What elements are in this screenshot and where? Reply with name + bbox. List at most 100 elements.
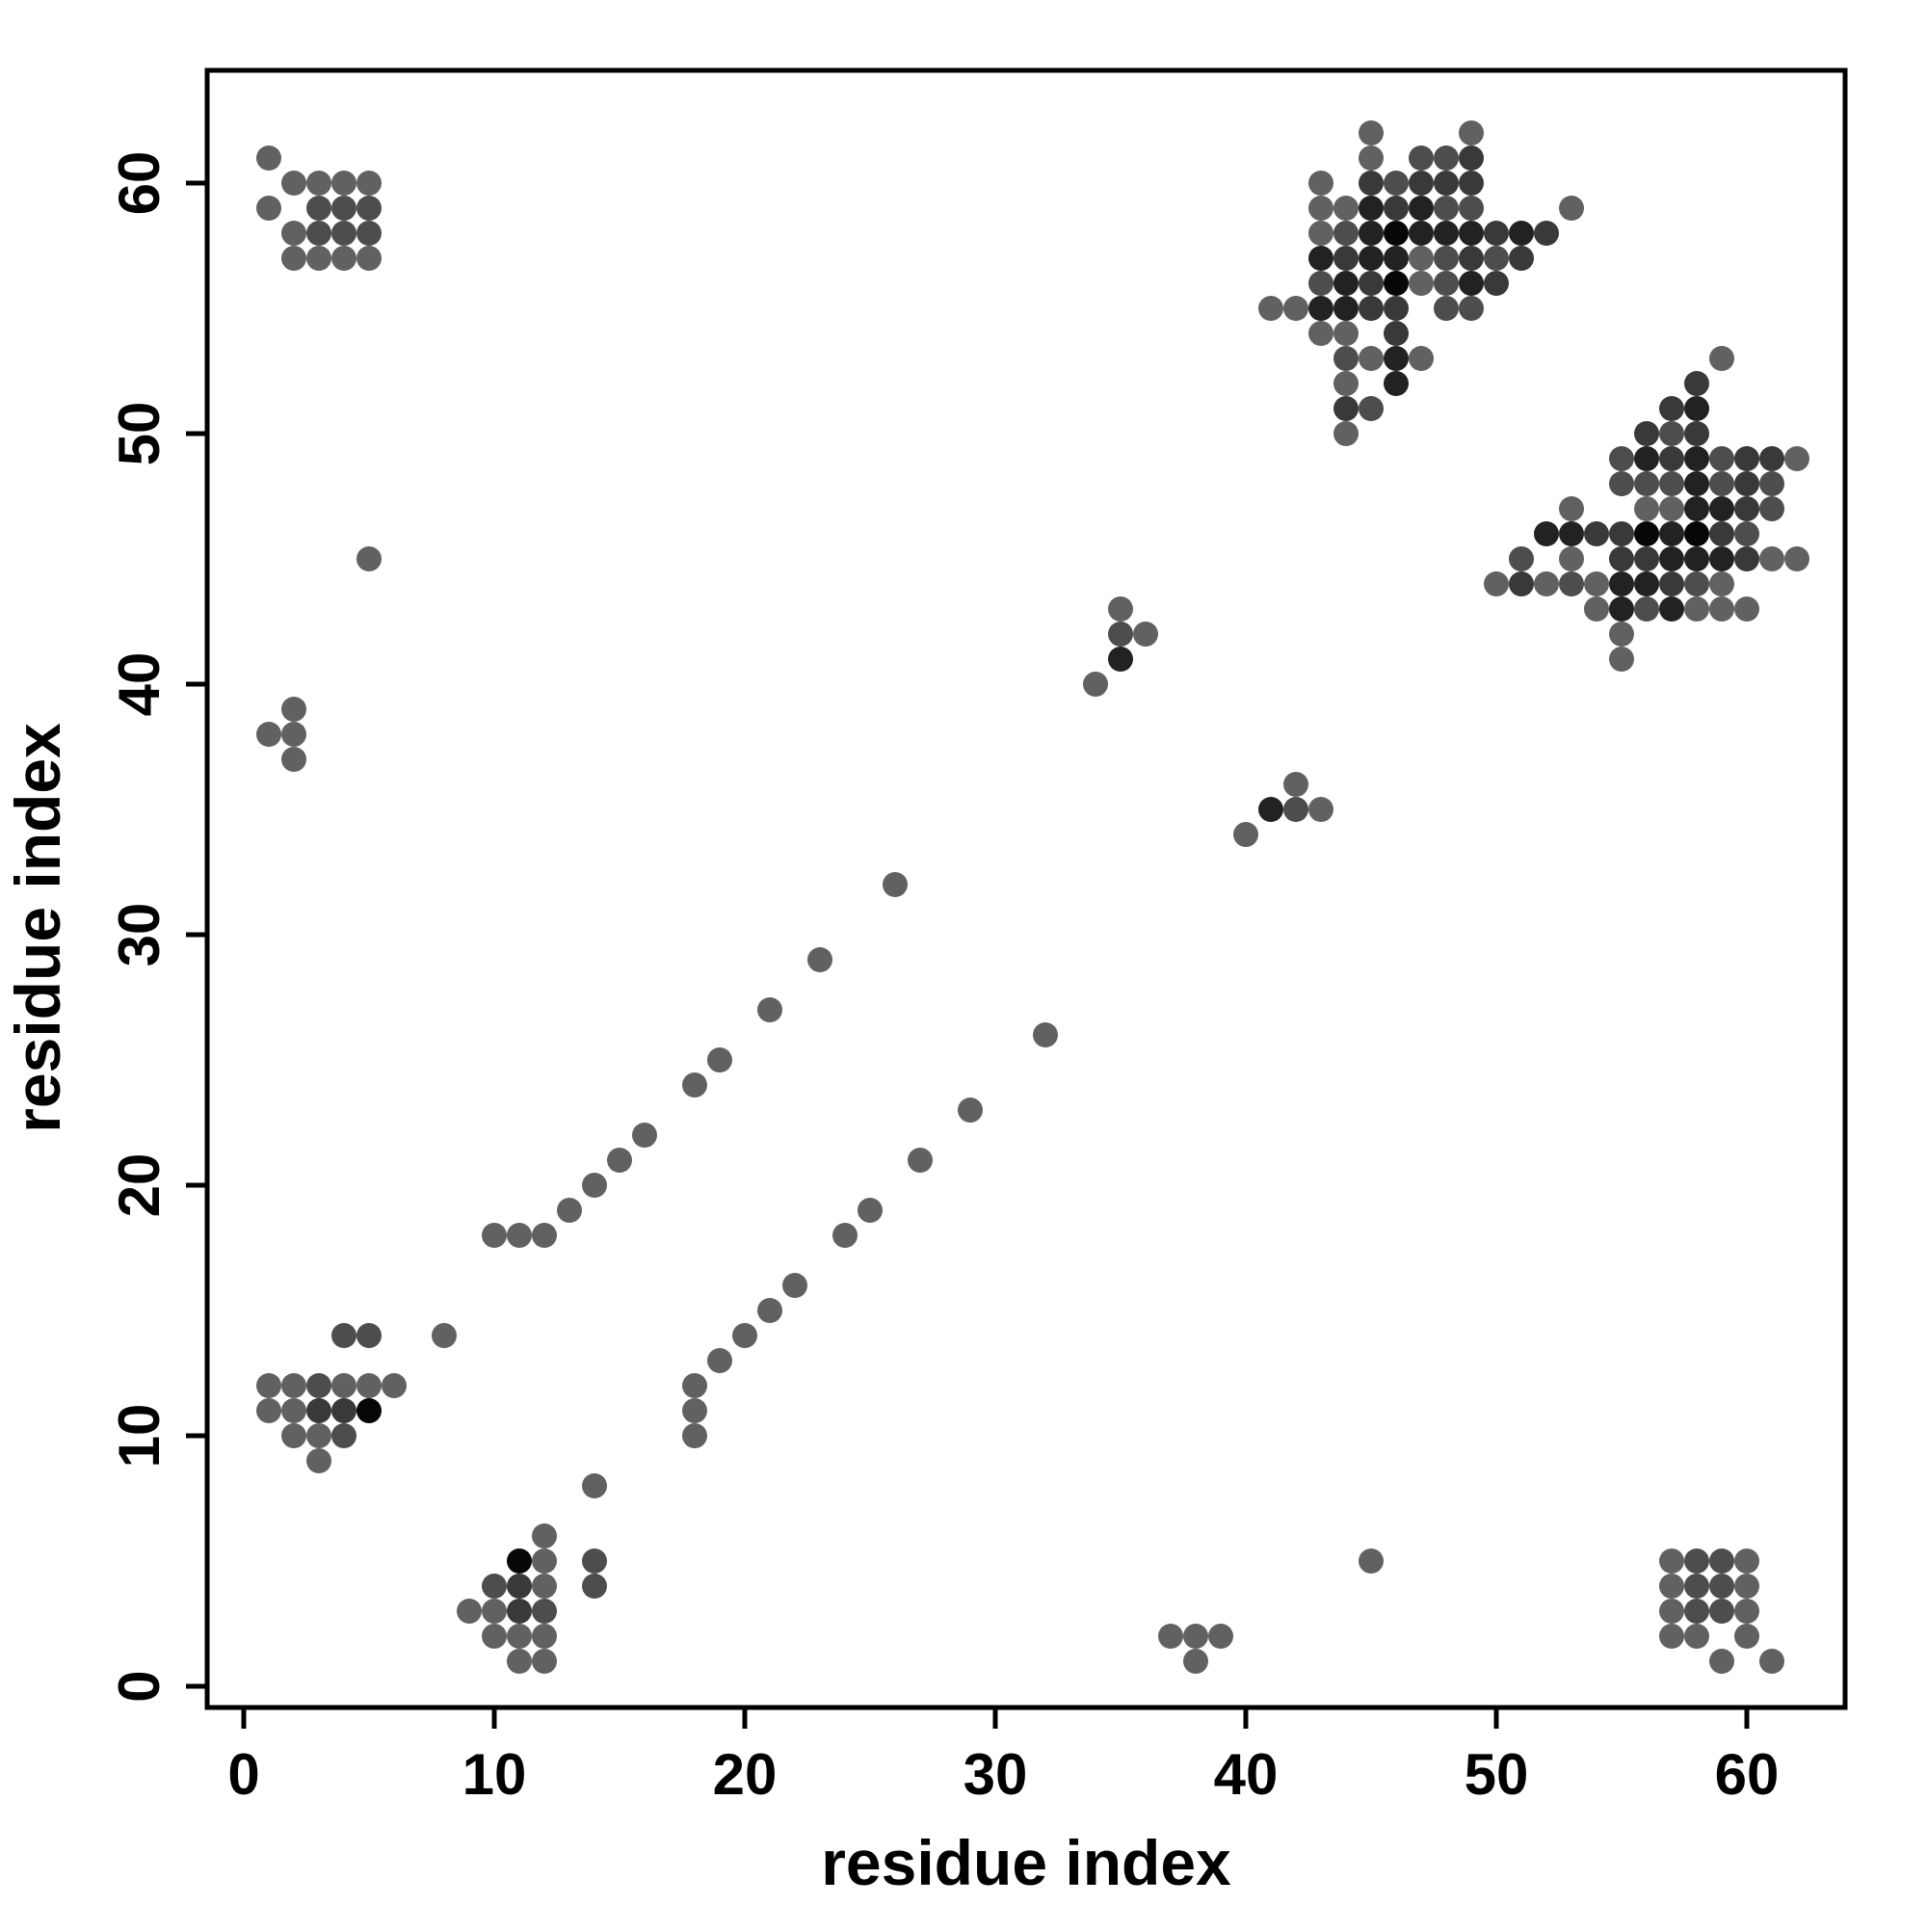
data-point [832,1223,858,1248]
data-point [1684,1599,1709,1624]
data-point [281,1423,306,1448]
data-point [306,1398,331,1423]
data-point [1333,346,1359,371]
data-point [532,1649,557,1674]
data-point [1409,271,1434,296]
data-point [1684,446,1709,471]
data-point [1709,471,1734,496]
data-point [1359,196,1384,221]
data-point [1308,797,1333,822]
data-point [1684,1624,1709,1649]
data-point [908,1148,933,1173]
data-point [1709,571,1734,596]
data-point [1559,546,1584,571]
data-point [1434,221,1459,246]
data-point [1384,371,1409,396]
data-point [356,546,382,571]
y-axis-label: residue index [2,723,73,1133]
data-point [1509,221,1534,246]
data-point [1684,371,1709,396]
x-tick-label: 20 [713,1742,778,1807]
data-point [1684,396,1709,421]
data-point [1384,271,1409,296]
data-point [1559,196,1584,221]
data-point [281,722,306,747]
data-point [607,1148,632,1173]
data-point [1308,171,1333,196]
data-point [1534,571,1559,596]
data-point [1183,1624,1208,1649]
data-point [1709,546,1734,571]
data-point [1308,296,1333,321]
data-point [1709,446,1734,471]
data-point [306,1373,331,1398]
data-point [1033,1022,1058,1047]
data-point [1734,1548,1759,1574]
data-point [1659,446,1684,471]
data-point [1759,471,1784,496]
data-point [1509,246,1534,271]
y-tick-label: 30 [107,903,172,967]
data-point [1333,196,1359,221]
data-point [1459,296,1484,321]
data-point [1734,1624,1759,1649]
data-point [1409,171,1434,196]
data-point [532,1548,557,1574]
data-point [1434,296,1459,321]
data-point [1659,596,1684,622]
data-point [507,1574,532,1599]
data-point [1634,546,1659,571]
y-tick-label: 10 [107,1404,172,1469]
data-point [1709,496,1734,521]
data-point [1308,321,1333,346]
x-tick-label: 10 [462,1742,527,1807]
data-point [1634,421,1659,446]
data-point [532,1223,557,1248]
data-point [757,1298,782,1323]
data-point [1684,471,1709,496]
data-point [256,722,281,747]
data-point [1459,246,1484,271]
data-point [256,1373,281,1398]
data-point [1359,396,1384,421]
data-point [482,1599,507,1624]
data-point [1283,797,1308,822]
data-point [281,747,306,772]
data-point [1709,1548,1734,1574]
data-point [782,1273,807,1298]
data-point [1584,596,1609,622]
data-point [482,1223,507,1248]
data-point [1534,221,1559,246]
data-point [1659,1624,1684,1649]
data-point [1734,1599,1759,1624]
data-point [1634,471,1659,496]
data-point [507,1649,532,1674]
data-point [1459,120,1484,146]
data-point [1609,596,1634,622]
data-point [306,1423,331,1448]
data-point [507,1624,532,1649]
data-point [532,1523,557,1548]
data-point [1734,446,1759,471]
data-point [1183,1649,1208,1674]
data-point [1709,521,1734,546]
data-point [1208,1624,1233,1649]
data-point [1359,271,1384,296]
data-point [1659,571,1684,596]
data-point [1734,546,1759,571]
data-point [1709,346,1734,371]
data-point [1734,596,1759,622]
data-point [1659,546,1684,571]
data-point [1459,171,1484,196]
x-tick-label: 60 [1715,1742,1780,1807]
data-point [582,1548,607,1574]
data-point [356,1398,382,1423]
data-point [1634,446,1659,471]
data-point [1684,596,1709,622]
data-point [1684,521,1709,546]
data-point [256,146,281,171]
data-point [1409,221,1434,246]
data-point [1459,196,1484,221]
